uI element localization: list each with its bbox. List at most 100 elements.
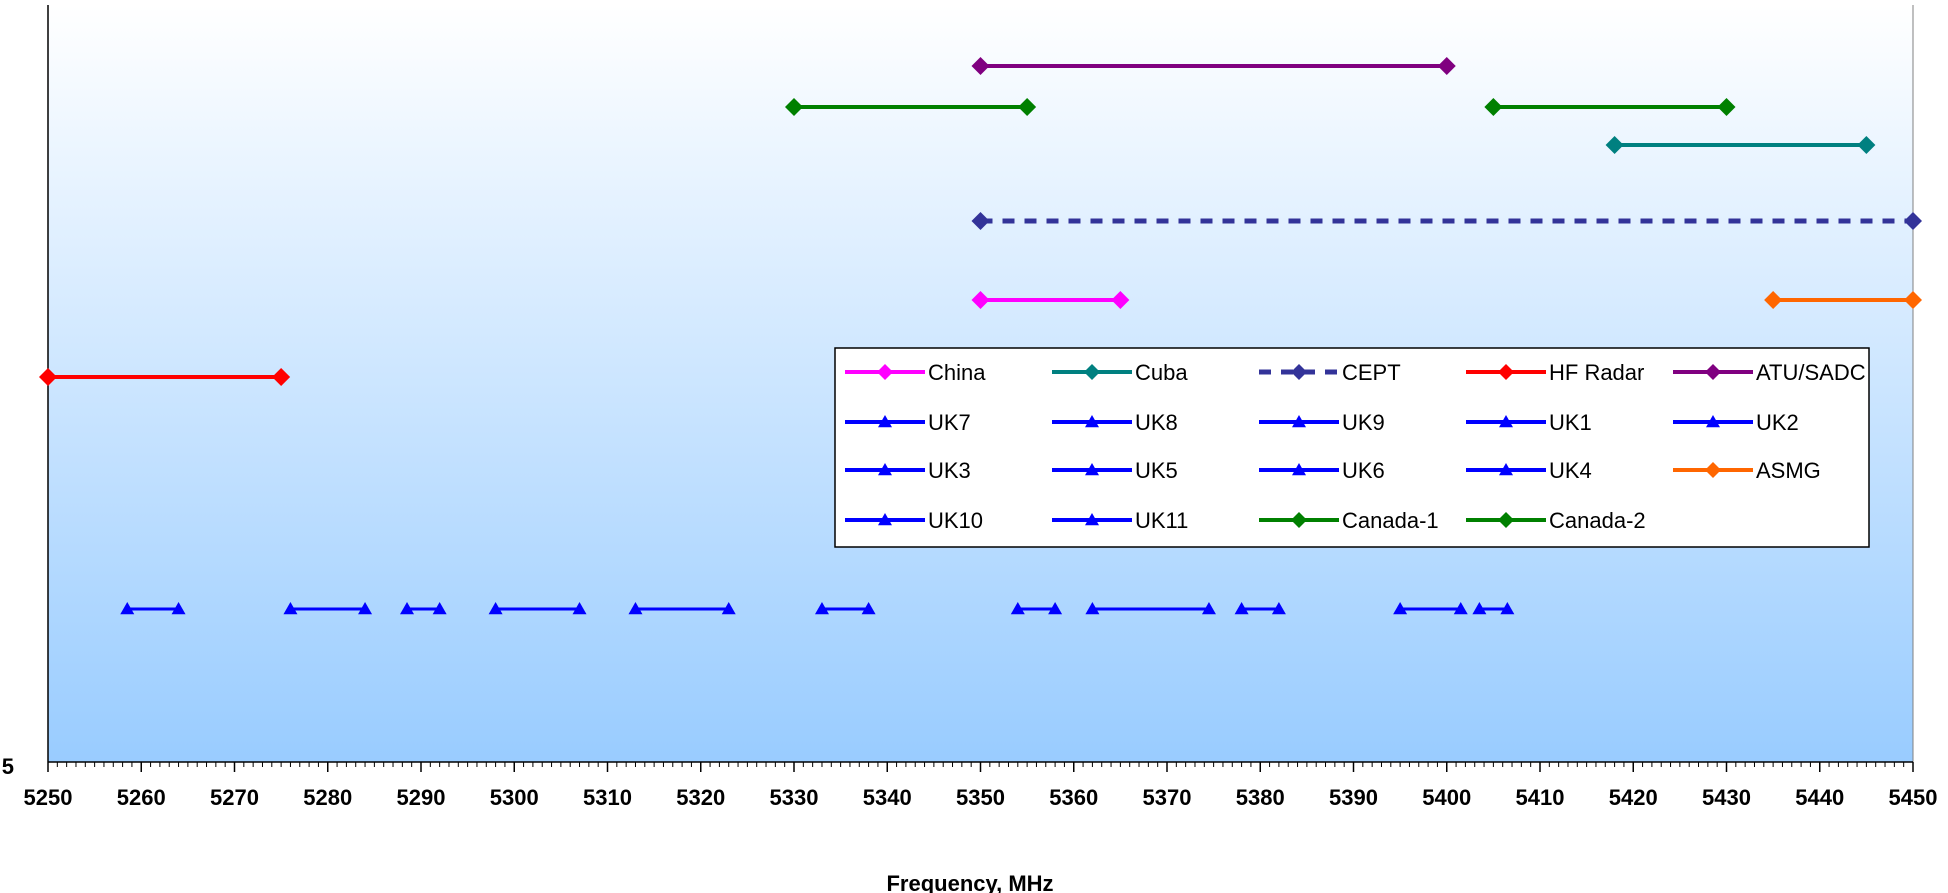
legend-label: UK9 <box>1342 410 1385 435</box>
series-uk11 <box>1472 602 1515 615</box>
point-marker <box>283 602 298 615</box>
x-tick-label: 5250 <box>24 785 73 810</box>
series-layer <box>39 57 1922 615</box>
legend-label: Cuba <box>1135 360 1188 385</box>
x-tick-label: 5330 <box>770 785 819 810</box>
x-tick-label: 5390 <box>1329 785 1378 810</box>
x-tick-label: 5400 <box>1422 785 1471 810</box>
legend-label: Canada-2 <box>1549 508 1646 533</box>
point-marker-legend <box>878 415 892 428</box>
point-marker <box>861 602 876 615</box>
point-marker <box>1111 291 1130 309</box>
point-marker <box>1472 602 1487 615</box>
point-marker <box>814 602 829 615</box>
point-marker-legend <box>1705 462 1721 478</box>
series-china <box>971 291 1130 309</box>
series-cept <box>971 212 1922 230</box>
legend-label: HF Radar <box>1549 360 1644 385</box>
point-marker <box>1234 602 1249 615</box>
series-asmg <box>1764 291 1922 309</box>
point-marker-legend <box>1085 415 1099 428</box>
series-uk10 <box>1393 602 1468 615</box>
legend-item: UK8 <box>1052 410 1178 435</box>
point-marker-legend <box>1292 415 1306 428</box>
point-marker <box>1085 602 1100 615</box>
legend-label: UK5 <box>1135 458 1178 483</box>
legend-label: UK8 <box>1135 410 1178 435</box>
series-hf-radar <box>39 368 291 386</box>
x-tick-label: 5310 <box>583 785 632 810</box>
point-marker <box>971 57 990 75</box>
legend-label: UK1 <box>1549 410 1592 435</box>
point-marker <box>358 602 373 615</box>
legend-label: UK10 <box>928 508 983 533</box>
x-tick-label: 5380 <box>1236 785 1285 810</box>
point-marker-legend <box>1291 364 1307 380</box>
point-marker <box>1271 602 1286 615</box>
legend-item: CEPT <box>1259 360 1401 385</box>
point-marker-legend <box>1498 364 1514 380</box>
point-marker <box>1010 602 1025 615</box>
point-marker <box>1904 212 1922 230</box>
point-marker <box>39 368 57 386</box>
point-marker <box>1018 98 1037 116</box>
point-marker-legend <box>1499 463 1513 476</box>
legend-box <box>834 347 1870 548</box>
series-uk6 <box>1085 602 1216 615</box>
legend-item: Cuba <box>1052 360 1188 385</box>
point-marker <box>1453 602 1468 615</box>
point-marker <box>1857 136 1876 154</box>
legend-label: UK6 <box>1342 458 1385 483</box>
point-marker <box>628 602 643 615</box>
x-tick-label: 5360 <box>1049 785 1098 810</box>
point-marker <box>1393 602 1408 615</box>
point-marker <box>1605 136 1624 154</box>
x-tick-label: 5440 <box>1795 785 1844 810</box>
legend-item: UK10 <box>845 508 983 533</box>
x-tick-label: 5260 <box>117 785 166 810</box>
point-marker <box>971 212 990 230</box>
series-uk4 <box>1234 602 1286 615</box>
legend-item: UK7 <box>845 410 971 435</box>
series-uk1 <box>488 602 587 615</box>
point-marker-legend <box>1291 512 1307 528</box>
legend-item: UK9 <box>1259 410 1385 435</box>
x-tick-label: 5410 <box>1516 785 1565 810</box>
point-marker <box>1201 602 1216 615</box>
legend-item: UK6 <box>1259 458 1385 483</box>
legend-item: ASMG <box>1673 458 1821 483</box>
point-marker <box>432 602 447 615</box>
series-uk5 <box>1010 602 1063 615</box>
point-marker <box>488 602 503 615</box>
series-canada-1 <box>785 98 1037 116</box>
series-uk9 <box>400 602 447 615</box>
x-tick-label: 5370 <box>1143 785 1192 810</box>
legend-label: UK4 <box>1549 458 1592 483</box>
point-marker-legend <box>1498 512 1514 528</box>
legend-item: UK1 <box>1466 410 1592 435</box>
legend-item: Canada-2 <box>1466 508 1646 533</box>
point-marker-legend <box>878 513 892 526</box>
point-marker <box>1717 98 1736 116</box>
series-uk2 <box>628 602 736 615</box>
point-marker <box>971 291 990 309</box>
legend-item: UK5 <box>1052 458 1178 483</box>
x-tick-label: 5280 <box>303 785 352 810</box>
point-marker-legend <box>1499 415 1513 428</box>
legend-label: UK7 <box>928 410 971 435</box>
legend-label: UK3 <box>928 458 971 483</box>
point-marker <box>1764 291 1783 309</box>
x-axis-ticks <box>47 762 1914 772</box>
legend-label: ATU/SADC <box>1756 360 1866 385</box>
series-uk3 <box>814 602 876 615</box>
point-marker <box>272 368 291 386</box>
legend-label: ASMG <box>1756 458 1821 483</box>
point-marker <box>1500 602 1515 615</box>
point-marker <box>400 602 415 615</box>
legend-label: UK11 <box>1135 508 1188 533</box>
x-tick-label: 5340 <box>863 785 912 810</box>
legend-item: UK3 <box>845 458 971 483</box>
point-marker-legend <box>1705 364 1721 380</box>
legend-item: UK2 <box>1673 410 1799 435</box>
x-tick-label: 5300 <box>490 785 539 810</box>
